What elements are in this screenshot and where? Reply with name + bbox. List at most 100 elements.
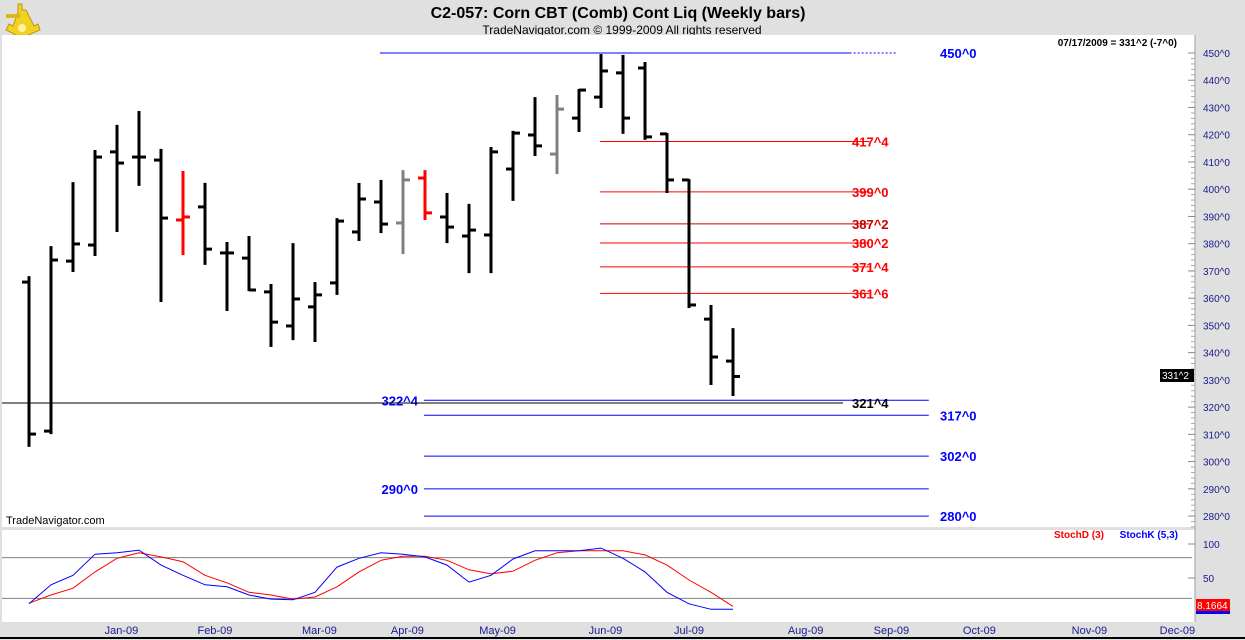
ohlc-bar [330, 218, 344, 295]
ohlc-bar [220, 242, 234, 311]
x-tick-label: Jan-09 [105, 625, 139, 637]
ohlc-bar [572, 88, 586, 132]
price-bars [22, 54, 740, 447]
x-tick-label: Feb-09 [197, 625, 232, 637]
stoch-y-tick-label: 100 [1203, 540, 1220, 551]
y-tick-label: 310^0 [1203, 430, 1230, 441]
ohlc-bar [286, 243, 300, 341]
chart-title: C2-057: Corn CBT (Comb) Cont Liq (Weekly… [431, 5, 806, 22]
sextant-logo-icon [5, 3, 41, 37]
watermark-text: TradeNavigator.com [6, 515, 105, 527]
y-tick-label: 340^0 [1203, 349, 1230, 360]
ohlc-bar [506, 130, 520, 201]
last-price-label: 331^2 [1162, 371, 1189, 382]
x-tick-label: Mar-09 [302, 625, 337, 637]
ohlc-bar [22, 276, 36, 447]
ohlc-bar [352, 182, 366, 241]
x-tick-label: Sep-09 [874, 625, 909, 637]
ohlc-bar [462, 203, 476, 274]
price-axis: 280^0 290^0 300^0 310^0 320^0 330^0 340^0 350^0… [1188, 49, 1230, 585]
ohlc-bar [682, 178, 696, 308]
y-tick-label: 360^0 [1203, 294, 1230, 305]
x-tick-label: Aug-09 [788, 625, 823, 637]
ohlc-bar [704, 304, 718, 386]
legend-stochd: StochD (3) [1054, 530, 1104, 541]
y-tick-label: 320^0 [1203, 403, 1230, 414]
y-tick-label: 400^0 [1203, 185, 1230, 196]
y-tick-label: 430^0 [1203, 103, 1230, 114]
x-tick-label: Jun-09 [589, 625, 623, 637]
stochastic-panel [2, 530, 1195, 622]
y-tick-label: 330^0 [1203, 376, 1230, 387]
ohlc-bar [132, 111, 146, 186]
level-label: 380^2 [852, 236, 889, 251]
ohlc-bar [638, 61, 652, 140]
ohlc-bar [374, 179, 388, 234]
level-label: 371^4 [852, 260, 889, 275]
y-tick-label: 350^0 [1203, 321, 1230, 332]
y-tick-label: 280^0 [1203, 512, 1230, 523]
level-label: 450^0 [940, 46, 977, 61]
y-tick-label: 450^0 [1203, 49, 1230, 60]
price-panel [2, 35, 1195, 527]
ohlc-bar [242, 236, 256, 292]
y-tick-label: 370^0 [1203, 267, 1230, 278]
ohlc-bar [396, 170, 410, 255]
copyright-text: TradeNavigator.com © 1999-2009 All right… [482, 23, 761, 37]
ohlc-bar [44, 246, 58, 435]
stoch-line-k [28, 547, 733, 610]
level-lines: 450^0 417^4 399^0 387^2 380^2 371^4 361^6 322^4… [2, 46, 977, 524]
last-stoch-marker: 8.1664 [1196, 599, 1230, 614]
ohlc-bar [726, 328, 740, 396]
level-label: 321^4 [852, 396, 889, 411]
y-tick-label: 410^0 [1203, 158, 1230, 169]
ohlc-bar [110, 124, 124, 232]
x-tick-label: Nov-09 [1072, 625, 1107, 637]
y-tick-label: 420^0 [1203, 131, 1230, 142]
ohlc-bar [66, 182, 80, 273]
ohlc-bar [528, 97, 542, 156]
ohlc-bar [198, 182, 212, 265]
x-tick-label: Dec-09 [1160, 625, 1195, 637]
level-label: 361^6 [852, 286, 889, 301]
y-tick-label: 290^0 [1203, 485, 1230, 496]
legend-stochk: StochK (5,3) [1120, 530, 1178, 541]
ohlc-bar [154, 148, 168, 302]
ohlc-bar [88, 149, 102, 256]
stoch-line-d [28, 550, 734, 607]
level-label: 280^0 [940, 509, 977, 524]
x-tick-label: Oct-09 [963, 625, 996, 637]
stochastic-legend: StochD (3) StochK (5,3) [1054, 530, 1178, 541]
ohlc-bar [440, 193, 454, 244]
level-label: 302^0 [940, 449, 977, 464]
y-tick-label: 300^0 [1203, 458, 1230, 469]
level-label: 322^4 [381, 393, 418, 408]
ohlc-bar [264, 283, 278, 347]
stochastic-plot [2, 547, 1192, 610]
level-label: 399^0 [852, 185, 889, 200]
time-axis: Jan-09 Feb-09 Mar-09 Apr-09 May-09 Jun-09 Jul-… [105, 625, 1196, 637]
last-quote-text: 07/17/2009 = 331^2 (-7^0) [1058, 38, 1177, 49]
x-tick-label: Jul-09 [674, 625, 704, 637]
y-tick-label: 440^0 [1203, 76, 1230, 87]
y-tick-label: 380^0 [1203, 240, 1230, 251]
level-label: 317^0 [940, 408, 977, 423]
y-tick-label: 390^0 [1203, 212, 1230, 223]
last-price-marker: 331^2 [1160, 369, 1194, 382]
ohlc-bar [418, 170, 432, 220]
ohlc-bar [308, 282, 322, 343]
x-tick-label: May-09 [479, 625, 516, 637]
level-label: 417^4 [852, 135, 889, 150]
level-label: 387^2 [852, 217, 889, 232]
ohlc-bar [616, 54, 630, 134]
ohlc-bar [594, 54, 608, 109]
ohlc-bar [176, 170, 190, 256]
ohlc-bar [660, 132, 674, 194]
stoch-y-tick-label: 50 [1203, 574, 1215, 585]
ohlc-bar [550, 94, 564, 174]
level-label: 290^0 [381, 482, 418, 497]
last-stoch-label: 8.1664 [1197, 601, 1228, 612]
ohlc-bar [484, 146, 498, 274]
x-tick-label: Apr-09 [391, 625, 424, 637]
